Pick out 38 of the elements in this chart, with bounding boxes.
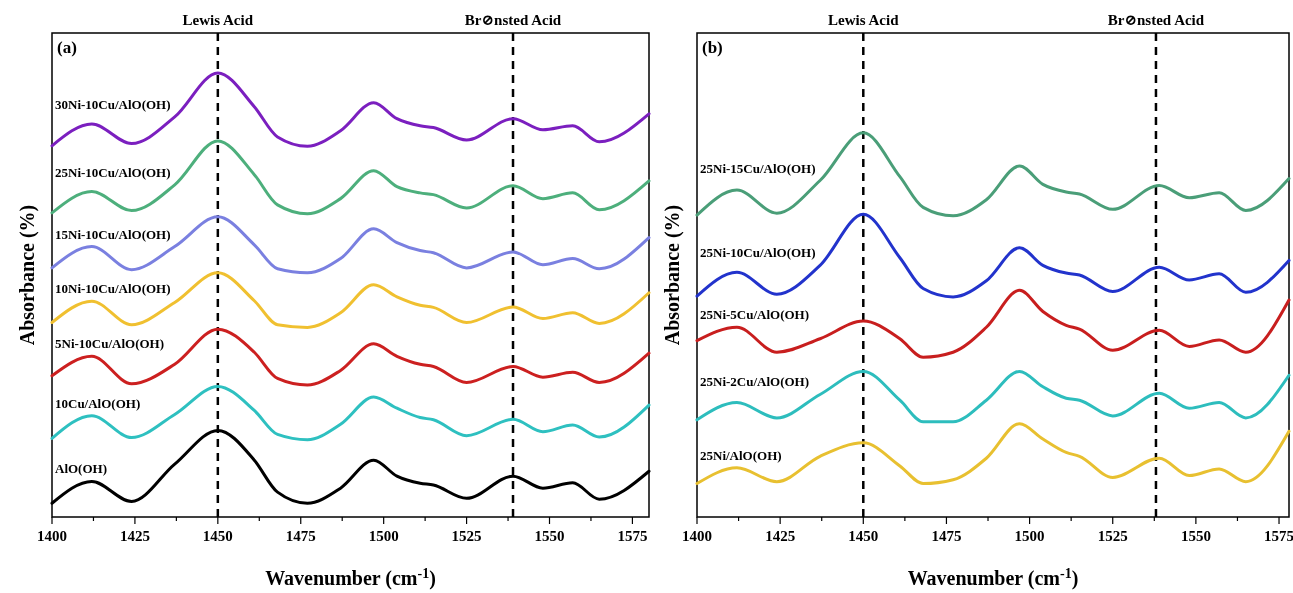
x-tick-label: 1525 bbox=[451, 528, 482, 544]
series-label: 25Ni-2Cu/AlO(OH) bbox=[700, 374, 810, 390]
x-tick-label: 1575 bbox=[617, 528, 648, 544]
x-tick-label: 1525 bbox=[1097, 528, 1128, 544]
ref-line-label: Lewis Acid bbox=[828, 12, 900, 28]
x-tick-label: 1500 bbox=[1014, 528, 1045, 544]
series-label: 25Ni-10Cu/AlO(OH) bbox=[55, 164, 171, 180]
x-axis-title: Wavenumber (cm$^{-1}$) bbox=[265, 565, 436, 590]
ref-line-label: Br⊘nsted Acid bbox=[1107, 12, 1205, 28]
series-label: 30Ni-10Cu/AlO(OH) bbox=[55, 96, 171, 112]
x-tick-label: 1575 bbox=[1264, 528, 1293, 544]
x-tick-label: 1500 bbox=[368, 528, 399, 544]
series-label: 25Ni-5Cu/AlO(OH) bbox=[700, 307, 810, 323]
x-axis-title: Wavenumber (cm$^{-1}$) bbox=[907, 565, 1079, 590]
y-axis-title: Absorbance (%) bbox=[661, 204, 684, 346]
series-label: 15Ni-10Cu/AlO(OH) bbox=[55, 226, 171, 242]
y-axis-title: Absorbance (%) bbox=[16, 204, 39, 346]
x-tick-label: 1400 bbox=[37, 528, 67, 544]
series-label: AlO(OH) bbox=[55, 461, 107, 477]
series-label: 10Ni-10Cu/AlO(OH) bbox=[55, 281, 171, 297]
x-tick-label: 1450 bbox=[202, 528, 233, 544]
x-tick-label: 1475 bbox=[931, 528, 962, 544]
x-tick-label: 1550 bbox=[1180, 528, 1211, 544]
chart-title: (b) bbox=[702, 38, 723, 57]
x-tick-label: 1550 bbox=[534, 528, 565, 544]
x-tick-label: 1425 bbox=[119, 528, 150, 544]
x-tick-label: 1475 bbox=[285, 528, 316, 544]
series-label: 25Ni-10Cu/AlO(OH) bbox=[700, 245, 816, 261]
x-tick-label: 1450 bbox=[848, 528, 879, 544]
ref-line-label: Br⊘nsted Acid bbox=[464, 12, 562, 28]
x-tick-label: 1400 bbox=[682, 528, 712, 544]
series-label: 25Ni-15Cu/AlO(OH) bbox=[700, 160, 816, 176]
chart-title: (a) bbox=[57, 38, 77, 57]
ref-line-label: Lewis Acid bbox=[182, 12, 254, 28]
series-label: 10Cu/AlO(OH) bbox=[55, 395, 141, 411]
series-label: 5Ni-10Cu/AlO(OH) bbox=[55, 336, 165, 352]
x-tick-label: 1425 bbox=[765, 528, 796, 544]
series-label: 25Ni/AlO(OH) bbox=[700, 447, 782, 463]
